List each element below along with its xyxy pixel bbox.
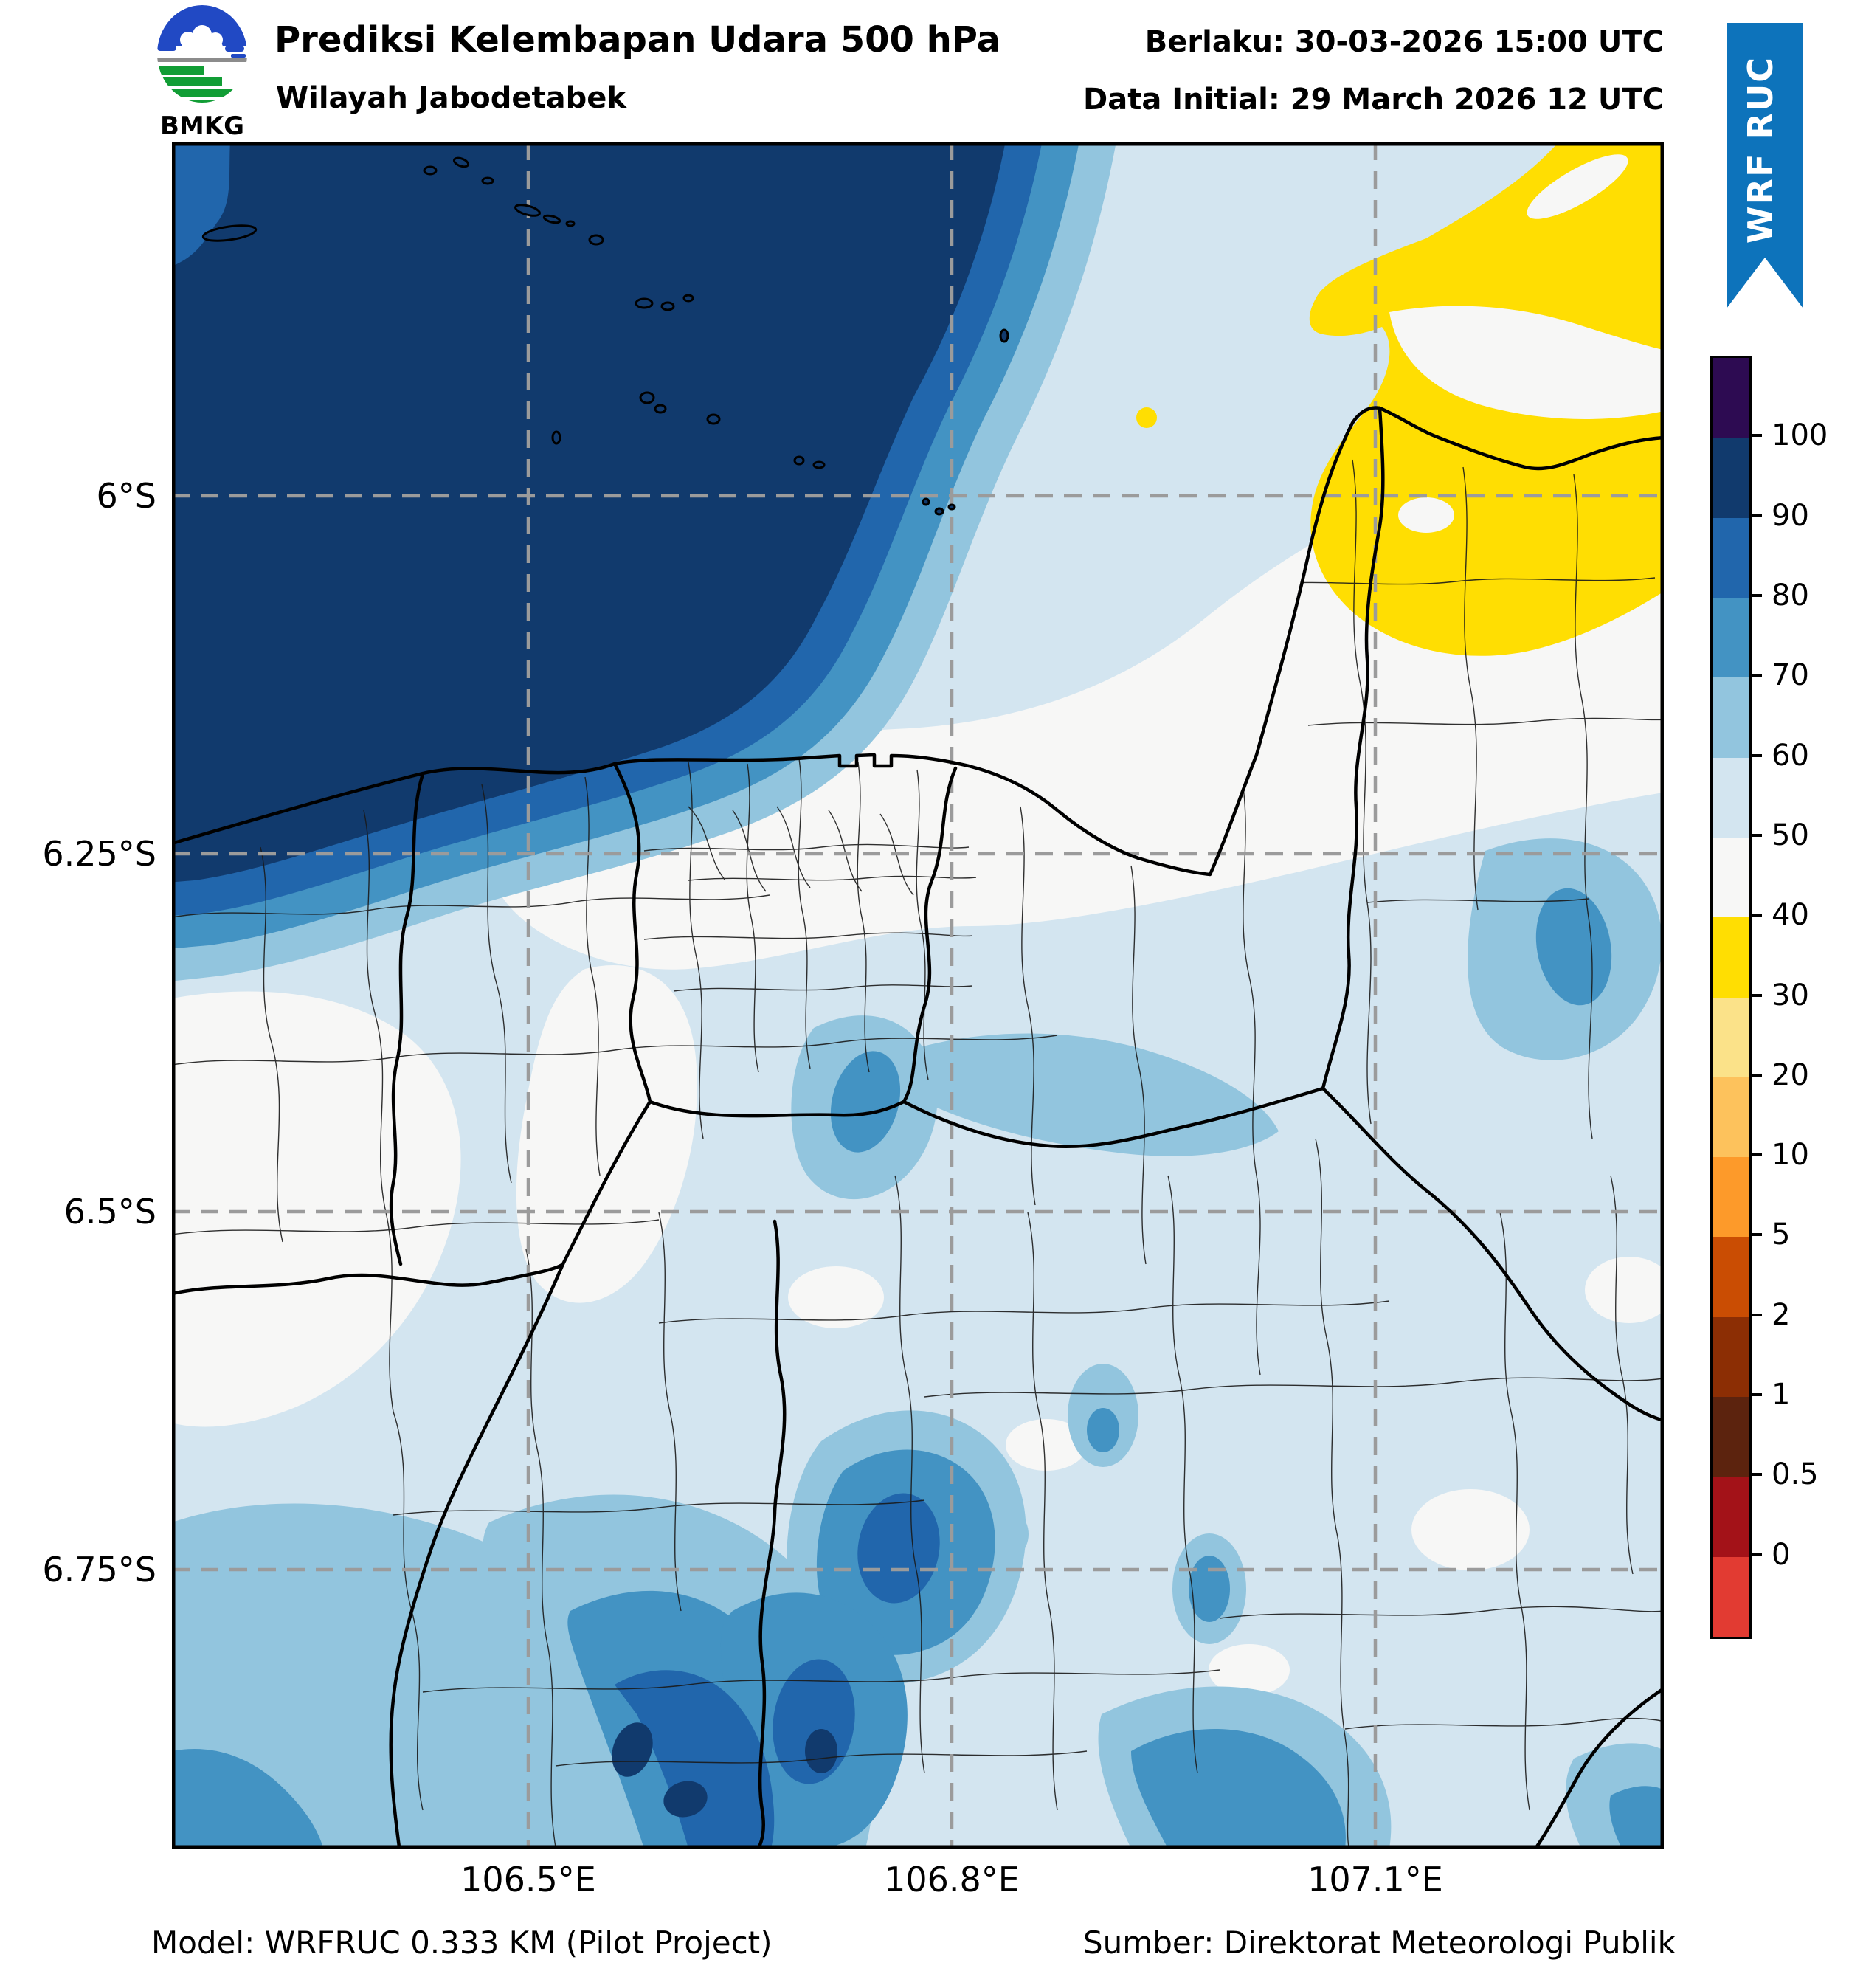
footer-model-label: Model: WRFRUC 0.333 KM (Pilot Project) xyxy=(151,1925,773,1961)
map-border xyxy=(172,142,1664,1849)
weather-map xyxy=(172,142,1664,1849)
y-axis-label-6-75S: 6.75°S xyxy=(42,1550,156,1590)
colorbar-segment xyxy=(1713,837,1749,918)
district-boundaries xyxy=(172,459,1664,1848)
colorbar-tick-mark xyxy=(1749,753,1762,757)
admin-boundaries xyxy=(172,406,1664,1849)
colorbar-tick-label: 5 xyxy=(1772,1218,1791,1252)
colorbar-tick-mark xyxy=(1749,1473,1762,1477)
colorbar-segment xyxy=(1713,1157,1749,1238)
colorbar-tick-label: 60 xyxy=(1772,738,1809,773)
colorbar-tick-label: 30 xyxy=(1772,978,1809,1012)
y-axis-label-6-5S: 6.5°S xyxy=(63,1192,156,1232)
colorbar-tick-mark xyxy=(1749,1073,1762,1077)
humidity-contour-map xyxy=(172,142,1664,1849)
colorbar-tick-label: 20 xyxy=(1772,1057,1809,1092)
x-axis-label-106-5E: 106.5°E xyxy=(460,1860,596,1899)
colorbar-segment xyxy=(1713,1397,1749,1477)
logo-horizon-bar xyxy=(157,58,247,62)
colorbar-segment xyxy=(1713,597,1749,678)
colorbar-tick-label: 10 xyxy=(1772,1138,1809,1173)
logo-cloud xyxy=(157,25,247,58)
colorbar-segment xyxy=(1713,917,1749,998)
colorbar-segment xyxy=(1713,1077,1749,1158)
logo-text: BMKG xyxy=(160,111,244,141)
colorbar-tick-label: 0 xyxy=(1772,1537,1791,1572)
colorbar-segment xyxy=(1713,1477,1749,1557)
colorbar-tick-mark xyxy=(1749,434,1762,438)
colorbar-tick-label: 70 xyxy=(1772,658,1809,693)
graticule-gridlines xyxy=(172,142,1664,1849)
colorbar-tick-mark xyxy=(1749,674,1762,677)
colorbar-tick-mark xyxy=(1749,1153,1762,1157)
colorbar-tick-mark xyxy=(1749,514,1762,517)
ribbon-label: WRF RUC xyxy=(1741,56,1780,244)
ribbon-shape xyxy=(1727,23,1803,308)
colorbar xyxy=(1710,356,1752,1639)
sea-humidity-rings xyxy=(172,142,1116,981)
x-axis-label-106-8E: 106.8°E xyxy=(884,1860,1020,1899)
footer-source-label: Sumber: Direktorat Meteorologi Publik xyxy=(1083,1925,1676,1961)
islands xyxy=(201,156,1009,516)
colorbar-tick-mark xyxy=(1749,1553,1762,1556)
colorbar-tick-label: 40 xyxy=(1772,898,1809,933)
colorbar-segment xyxy=(1713,757,1749,838)
logo-cloud-fragments xyxy=(157,44,246,58)
fill-80-90-blobs xyxy=(615,1493,940,1849)
colorbar-segment xyxy=(1713,1237,1749,1317)
colorbar-segment xyxy=(1713,1316,1749,1398)
colorbar-tick-label: 80 xyxy=(1772,578,1809,612)
colorbar-segment xyxy=(1713,1556,1749,1637)
valid-time-label: Berlaku: 30-03-2026 15:00 UTC xyxy=(1144,25,1664,59)
colorbar-segment xyxy=(1713,677,1749,758)
colorbar-tick-mark xyxy=(1749,833,1762,837)
colorbar-tick-mark xyxy=(1749,1393,1762,1397)
colorbar-tick-label: 2 xyxy=(1772,1297,1791,1332)
colorbar-segment xyxy=(1713,438,1749,518)
y-axis-label-6-25S: 6.25°S xyxy=(42,834,156,874)
page-title: Prediksi Kelembapan Udara 500 hPa xyxy=(274,19,1001,61)
core-90-100 xyxy=(172,142,1006,883)
colorbar-tick-label: 100 xyxy=(1772,418,1828,453)
colorbar-segments xyxy=(1713,358,1749,1637)
colorbar-segment xyxy=(1713,997,1749,1077)
colorbar-tick-mark xyxy=(1749,593,1762,597)
page-subtitle: Wilayah Jabodetabek xyxy=(276,81,626,115)
fill-90-100-spots xyxy=(612,1722,837,1818)
wrf-ruc-ribbon: WRF RUC xyxy=(1727,23,1803,308)
colorbar-tick-label: 90 xyxy=(1772,498,1809,533)
colorbar-tick-label: 0.5 xyxy=(1772,1457,1819,1492)
colorbar-tick-mark xyxy=(1749,1313,1762,1316)
logo-land-stripes xyxy=(157,66,247,103)
init-time-label: Data Initial: 29 March 2026 12 UTC xyxy=(1083,83,1664,117)
colorbar-segment xyxy=(1713,358,1749,438)
colorbar-segment xyxy=(1713,517,1749,598)
colorbar-ticks: 100 90 80 70 60 50 40 30 20 10 5 2 1 0.5 0 xyxy=(1749,356,1849,1635)
corner-80-90-patch xyxy=(172,142,230,266)
x-axis-label-107-1E: 107.1°E xyxy=(1307,1860,1443,1899)
colorbar-tick-mark xyxy=(1749,1233,1762,1237)
colorbar-tick-mark xyxy=(1749,914,1762,917)
colorbar-tick-mark xyxy=(1749,993,1762,997)
colorbar-tick-label: 1 xyxy=(1772,1378,1791,1412)
bmkg-logo-graphic: BMKG xyxy=(157,5,247,141)
fill-40-50-holes-in-yellow xyxy=(1389,154,1664,533)
colorbar-tick-label: 50 xyxy=(1772,818,1809,852)
y-axis-label-6S: 6°S xyxy=(96,476,156,516)
bmkg-logo: BMKG xyxy=(151,1,255,142)
